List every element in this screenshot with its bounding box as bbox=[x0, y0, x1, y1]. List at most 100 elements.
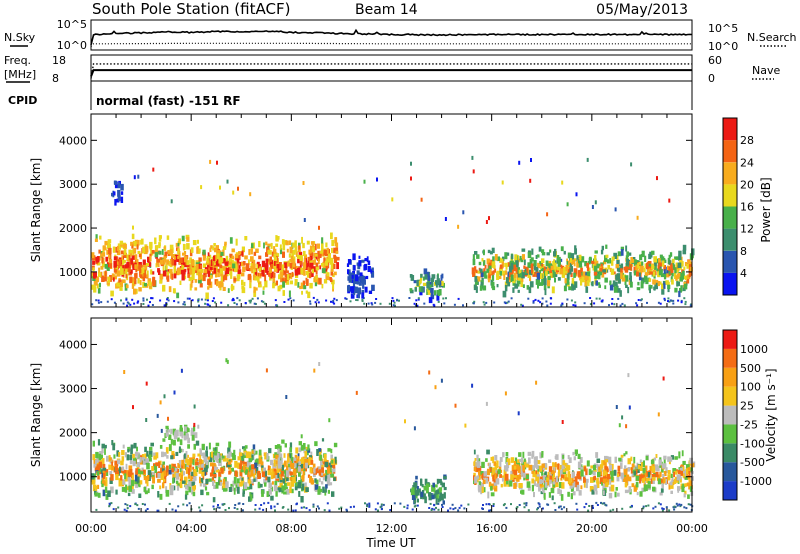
data-cell bbox=[654, 464, 658, 471]
data-cell bbox=[560, 508, 563, 511]
data-cell bbox=[116, 282, 120, 287]
data-cell bbox=[114, 460, 118, 466]
beam-label: Beam 14 bbox=[355, 2, 418, 18]
data-cell bbox=[307, 260, 310, 267]
data-cell bbox=[492, 503, 495, 506]
data-cell bbox=[522, 284, 525, 288]
data-cell bbox=[646, 478, 650, 483]
data-cell bbox=[124, 503, 127, 506]
data-cell bbox=[196, 246, 199, 254]
data-cell bbox=[509, 480, 513, 487]
data-cell bbox=[668, 259, 671, 265]
data-cell bbox=[273, 459, 276, 467]
data-cell bbox=[411, 508, 414, 511]
data-cell bbox=[515, 267, 518, 275]
data-cell bbox=[181, 257, 185, 263]
data-cell bbox=[233, 277, 237, 282]
data-cell bbox=[672, 468, 677, 474]
data-cell bbox=[285, 489, 290, 495]
data-cell bbox=[485, 477, 489, 484]
data-cell bbox=[229, 263, 232, 268]
data-cell bbox=[94, 492, 98, 497]
data-cell bbox=[96, 262, 101, 266]
data-cell bbox=[282, 290, 285, 296]
data-cell bbox=[285, 266, 288, 273]
data-cell bbox=[321, 283, 324, 289]
colorbar-frame bbox=[722, 117, 738, 296]
data-cell bbox=[678, 451, 681, 459]
data-cell bbox=[272, 277, 276, 283]
data-cell bbox=[494, 486, 498, 492]
data-cell bbox=[553, 466, 556, 472]
data-cell bbox=[476, 476, 479, 483]
data-cell bbox=[677, 299, 680, 302]
noise-tick-left-low: 10^0 bbox=[57, 39, 87, 52]
data-cell bbox=[295, 458, 298, 464]
data-cell bbox=[631, 473, 634, 477]
data-cell bbox=[420, 491, 424, 498]
data-cell bbox=[292, 249, 296, 255]
data-cell bbox=[533, 461, 538, 468]
data-cell bbox=[271, 468, 274, 476]
data-cell bbox=[283, 491, 287, 495]
data-cell bbox=[531, 450, 535, 458]
data-cell bbox=[544, 288, 547, 296]
data-cell bbox=[207, 286, 210, 290]
data-cell bbox=[134, 451, 138, 457]
data-cell bbox=[430, 294, 435, 300]
data-cell bbox=[295, 251, 298, 257]
data-cell bbox=[595, 452, 599, 458]
data-cell bbox=[330, 454, 333, 459]
data-cell bbox=[561, 272, 566, 278]
data-cell bbox=[188, 502, 191, 505]
data-cell bbox=[176, 268, 180, 276]
data-cell bbox=[642, 507, 645, 510]
data-cell bbox=[291, 456, 294, 464]
data-cell bbox=[399, 502, 402, 505]
data-cell bbox=[99, 235, 102, 240]
data-cell bbox=[137, 174, 140, 179]
data-cell bbox=[254, 450, 258, 455]
data-cell bbox=[644, 484, 648, 492]
data-cell bbox=[677, 487, 680, 493]
data-cell bbox=[243, 482, 248, 489]
data-cell bbox=[125, 268, 128, 275]
data-cell bbox=[104, 448, 106, 455]
data-cell bbox=[190, 475, 193, 482]
data-cell bbox=[353, 265, 356, 271]
data-cell bbox=[93, 476, 96, 483]
data-cell bbox=[433, 508, 436, 511]
data-cell bbox=[123, 248, 127, 256]
data-cell bbox=[657, 502, 660, 505]
data-cell bbox=[258, 284, 262, 288]
data-cell bbox=[228, 487, 232, 492]
data-cell bbox=[298, 251, 303, 256]
colorbar-swatch bbox=[723, 184, 737, 207]
data-cell bbox=[233, 449, 236, 456]
data-cell bbox=[191, 427, 193, 434]
data-cell bbox=[303, 268, 306, 274]
data-cell bbox=[144, 490, 148, 495]
data-cell bbox=[290, 453, 293, 460]
data-cell bbox=[648, 278, 652, 282]
data-cell bbox=[620, 272, 623, 280]
data-cell bbox=[682, 460, 686, 466]
data-cell bbox=[495, 478, 500, 485]
data-cell bbox=[254, 272, 258, 276]
data-cell bbox=[121, 486, 126, 492]
data-cell bbox=[290, 280, 293, 285]
data-cell bbox=[98, 461, 103, 468]
data-cell bbox=[581, 276, 585, 283]
data-cell bbox=[532, 300, 535, 303]
data-cell bbox=[504, 281, 508, 288]
data-cell bbox=[254, 277, 258, 281]
data-cell bbox=[573, 268, 578, 275]
data-cell bbox=[318, 362, 321, 366]
data-cell bbox=[131, 255, 136, 260]
data-cell bbox=[621, 302, 624, 305]
colorbar-swatch bbox=[723, 330, 737, 349]
data-cell bbox=[91, 252, 95, 259]
data-cell bbox=[503, 274, 506, 280]
data-cell bbox=[677, 470, 681, 475]
